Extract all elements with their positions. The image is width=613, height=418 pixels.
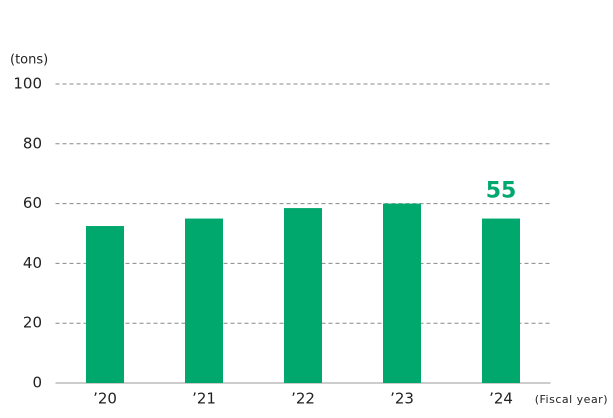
y-tick-label: 60	[23, 194, 42, 212]
bar	[482, 218, 520, 383]
y-tick-label: 20	[23, 314, 42, 332]
y-tick-label: 80	[23, 134, 42, 152]
y-tick-label: 100	[13, 75, 42, 93]
x-tick-label: ’22	[291, 390, 315, 408]
bar	[383, 203, 421, 383]
x-tick-label: ’23	[390, 390, 414, 408]
x-tick-label: ’20	[93, 390, 117, 408]
data-label: 55	[486, 179, 517, 204]
y-tick-label: 0	[32, 374, 42, 392]
x-axis-label: (Fiscal year)	[535, 393, 608, 406]
x-tick-label: ’24	[489, 390, 513, 408]
bar	[185, 218, 223, 383]
bar	[86, 226, 124, 383]
y-tick-label: 40	[23, 254, 42, 272]
bar	[284, 208, 322, 383]
y-axis-label: (tons)	[10, 53, 48, 68]
x-tick-label: ’21	[192, 390, 216, 408]
